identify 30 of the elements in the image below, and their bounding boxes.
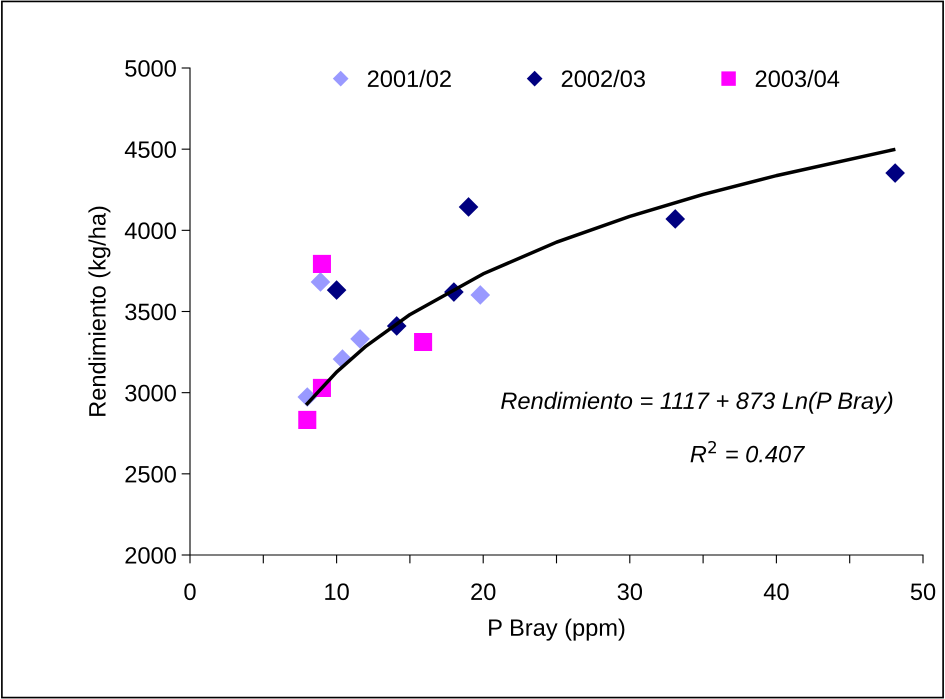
legend-label: 2001/02 bbox=[368, 70, 451, 88]
legend-label: 2003/04 bbox=[756, 70, 840, 88]
point bbox=[414, 332, 432, 352]
point bbox=[665, 209, 686, 229]
annotation: R$^{2}$ = 0.407 bbox=[690, 440, 805, 463]
point bbox=[458, 197, 478, 217]
y-tick-label: 2000 bbox=[125, 547, 176, 564]
y-tick-label: 3000 bbox=[125, 384, 176, 402]
x-tick-label: 50 bbox=[910, 583, 936, 600]
x-tick-label: 20 bbox=[471, 583, 496, 600]
point bbox=[312, 254, 331, 273]
x-tick-label: 10 bbox=[325, 583, 349, 600]
x-tick-label: 40 bbox=[764, 583, 789, 600]
y-axis-title: Rendimiento (kg/ha) bbox=[88, 206, 110, 416]
y-tick-label: 3500 bbox=[125, 304, 176, 320]
x-axis-title: P Bray (ppm) bbox=[489, 618, 624, 641]
y-tick-label: 4500 bbox=[124, 141, 176, 158]
point bbox=[350, 329, 370, 349]
point bbox=[885, 163, 905, 183]
legend-label: 2002/03 bbox=[562, 70, 645, 88]
y-tick-label: 4000 bbox=[124, 222, 176, 240]
annotation: Rendimiento = 1117 + 873 Ln(P Bray) bbox=[501, 392, 892, 414]
x-tick-label: 0 bbox=[184, 583, 196, 600]
point bbox=[310, 272, 330, 292]
y-tick-label: 5000 bbox=[125, 60, 176, 77]
y-tick-label: 2500 bbox=[125, 466, 176, 483]
point bbox=[298, 410, 316, 429]
point bbox=[326, 280, 346, 300]
x-tick-label: 30 bbox=[618, 583, 642, 600]
point bbox=[470, 285, 490, 305]
